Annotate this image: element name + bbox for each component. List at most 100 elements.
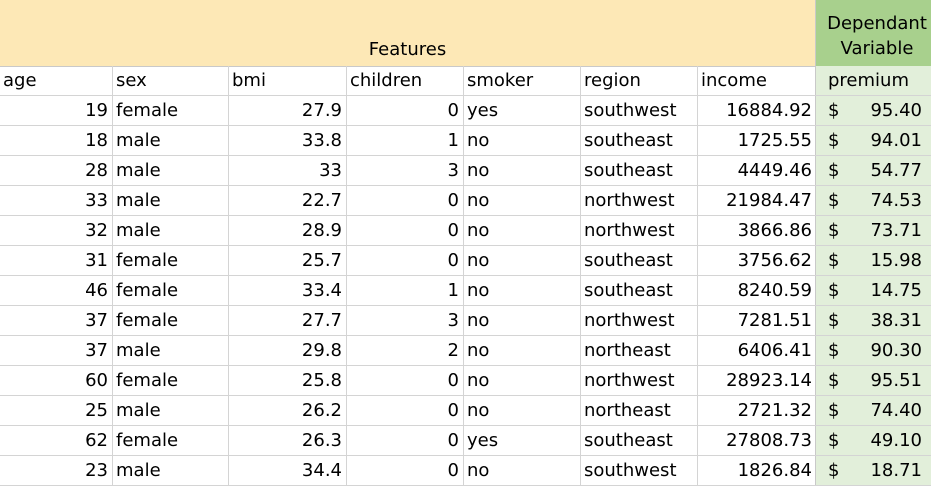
cell-sex[interactable]: male (113, 456, 229, 485)
cell-children[interactable]: 0 (347, 216, 464, 245)
cell-sex[interactable]: male (113, 336, 229, 365)
cell-bmi[interactable]: 33.8 (229, 126, 347, 155)
cell-smoker[interactable]: no (464, 246, 581, 275)
cell-smoker[interactable]: yes (464, 96, 581, 125)
cell-smoker[interactable]: no (464, 366, 581, 395)
cell-sex[interactable]: female (113, 366, 229, 395)
cell-income[interactable]: 1725.55 (737, 130, 812, 151)
cell-sex[interactable]: male (113, 186, 229, 215)
cell-income[interactable]: 16884.92 (726, 100, 812, 121)
cell-income[interactable]: 27808.73 (726, 430, 812, 451)
cell-bmi[interactable]: 27.7 (229, 306, 347, 335)
cell-age[interactable]: 31 (0, 246, 113, 275)
cell-children[interactable]: 3 (347, 156, 464, 185)
cell-income[interactable]: 2721.32 (737, 400, 812, 421)
features-band[interactable]: Features (0, 0, 815, 67)
cell-premium[interactable]: $95.40 (815, 96, 931, 125)
cell-region[interactable]: southwest (581, 96, 698, 125)
cell-age[interactable]: 28 (0, 156, 113, 185)
cell-bmi[interactable]: 26.2 (229, 396, 347, 425)
cell-bmi[interactable]: 33 (229, 156, 347, 185)
cell-smoker[interactable]: yes (464, 426, 581, 455)
cell-smoker[interactable]: no (464, 396, 581, 425)
cell-sex[interactable]: female (113, 96, 229, 125)
column-header-age[interactable]: age (0, 66, 113, 95)
column-header-bmi[interactable]: bmi (229, 66, 347, 95)
cell-bmi[interactable]: 28.9 (229, 216, 347, 245)
cell-children[interactable]: 0 (347, 426, 464, 455)
cell-children[interactable]: 0 (347, 186, 464, 215)
cell-smoker[interactable]: no (464, 156, 581, 185)
cell-region[interactable]: southeast (581, 246, 698, 275)
cell-bmi[interactable]: 26.3 (229, 426, 347, 455)
cell-premium[interactable]: $90.30 (815, 336, 931, 365)
cell-age[interactable]: 19 (0, 96, 113, 125)
cell-smoker[interactable]: no (464, 306, 581, 335)
cell-premium[interactable]: $74.40 (815, 396, 931, 425)
cell-age[interactable]: 33 (0, 186, 113, 215)
cell-premium[interactable]: $49.10 (815, 426, 931, 455)
cell-age[interactable]: 46 (0, 276, 113, 305)
cell-smoker[interactable]: no (464, 456, 581, 485)
cell-income[interactable]: 3756.62 (737, 250, 812, 271)
cell-children[interactable]: 2 (347, 336, 464, 365)
cell-region[interactable]: southeast (581, 156, 698, 185)
cell-bmi[interactable]: 22.7 (229, 186, 347, 215)
cell-region[interactable]: northwest (581, 186, 698, 215)
cell-age[interactable]: 18 (0, 126, 113, 155)
cell-children[interactable]: 0 (347, 456, 464, 485)
cell-children[interactable]: 0 (347, 396, 464, 425)
cell-age[interactable]: 37 (0, 306, 113, 335)
cell-sex[interactable]: male (113, 396, 229, 425)
cell-age[interactable]: 25 (0, 396, 113, 425)
cell-children[interactable]: 0 (347, 96, 464, 125)
cell-region[interactable]: southeast (581, 126, 698, 155)
cell-age[interactable]: 37 (0, 336, 113, 365)
cell-premium[interactable]: $14.75 (815, 276, 931, 305)
cell-bmi[interactable]: 25.8 (229, 366, 347, 395)
cell-bmi[interactable]: 33.4 (229, 276, 347, 305)
cell-sex[interactable]: female (113, 306, 229, 335)
cell-children[interactable]: 3 (347, 306, 464, 335)
cell-children[interactable]: 0 (347, 366, 464, 395)
cell-age[interactable]: 23 (0, 456, 113, 485)
cell-smoker[interactable]: no (464, 186, 581, 215)
cell-age[interactable]: 60 (0, 366, 113, 395)
cell-age[interactable]: 32 (0, 216, 113, 245)
cell-bmi[interactable]: 34.4 (229, 456, 347, 485)
cell-region[interactable]: southeast (581, 276, 698, 305)
column-header-region[interactable]: region (581, 66, 698, 95)
cell-premium[interactable]: $15.98 (815, 246, 931, 275)
cell-premium[interactable]: $54.77 (815, 156, 931, 185)
column-header-income[interactable]: income (701, 70, 767, 91)
cell-region[interactable]: southwest (581, 456, 698, 485)
cell-income[interactable]: 8240.59 (737, 280, 812, 301)
cell-income[interactable]: 28923.14 (726, 370, 812, 391)
cell-sex[interactable]: female (113, 426, 229, 455)
cell-income[interactable]: 21984.47 (726, 190, 812, 211)
cell-premium[interactable]: $95.51 (815, 366, 931, 395)
cell-premium[interactable]: $73.71 (815, 216, 931, 245)
column-header-sex[interactable]: sex (113, 66, 229, 95)
cell-income[interactable]: 3866.86 (737, 220, 812, 241)
cell-sex[interactable]: female (113, 276, 229, 305)
cell-region[interactable]: northwest (581, 216, 698, 245)
cell-smoker[interactable]: no (464, 336, 581, 365)
cell-smoker[interactable]: no (464, 126, 581, 155)
cell-sex[interactable]: male (113, 126, 229, 155)
cell-income[interactable]: 7281.51 (737, 310, 812, 331)
cell-premium[interactable]: $38.31 (815, 306, 931, 335)
column-header-children[interactable]: children (347, 66, 464, 95)
dependent-variable-band[interactable]: Dependant Variable (815, 0, 931, 67)
cell-income[interactable]: 6406.41 (737, 340, 812, 361)
cell-income[interactable]: 4449.46 (737, 160, 812, 181)
cell-premium[interactable]: $94.01 (815, 126, 931, 155)
cell-sex[interactable]: female (113, 246, 229, 275)
cell-bmi[interactable]: 27.9 (229, 96, 347, 125)
cell-income[interactable]: 1826.84 (737, 460, 812, 481)
cell-region[interactable]: southeast (581, 426, 698, 455)
cell-region[interactable]: northeast (581, 396, 698, 425)
cell-children[interactable]: 1 (347, 126, 464, 155)
cell-smoker[interactable]: no (464, 216, 581, 245)
cell-bmi[interactable]: 29.8 (229, 336, 347, 365)
